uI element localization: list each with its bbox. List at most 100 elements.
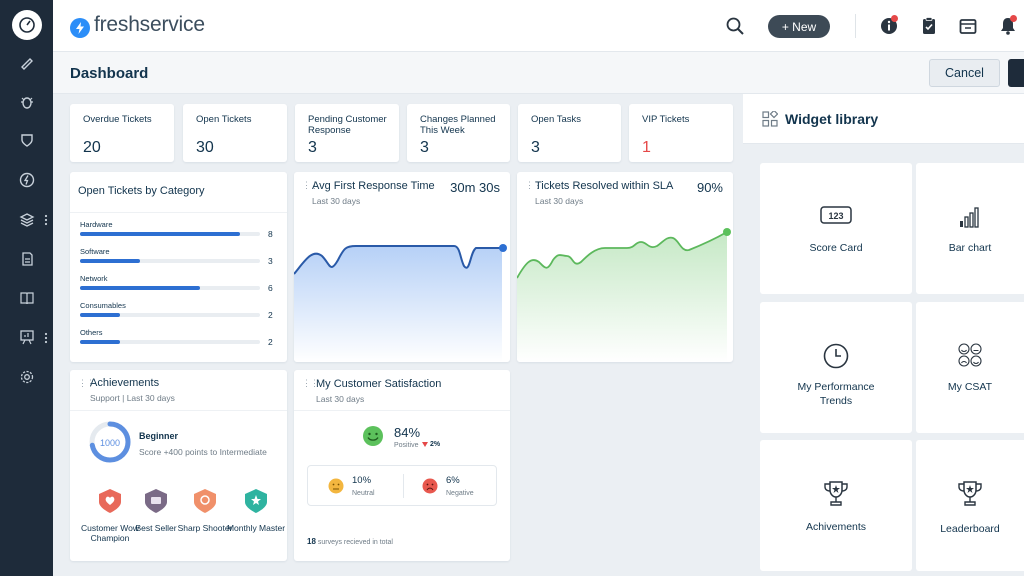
- problems-bug-icon[interactable]: [17, 92, 37, 112]
- stat-card-pending[interactable]: Pending Customer Response 3: [295, 104, 399, 162]
- settings-gear-icon[interactable]: [17, 367, 37, 387]
- csat-breakdown-box: 10% Neutral 6% Negative: [307, 465, 497, 506]
- widget-title: Tickets Resolved within SLA: [535, 180, 674, 192]
- widget-subtitle: Last 30 days: [316, 394, 365, 404]
- category-label: Network: [80, 274, 108, 283]
- tile-leaderboard[interactable]: Leaderboard: [916, 440, 1024, 571]
- stat-label: Open Tasks: [531, 114, 581, 125]
- csat-widget[interactable]: ⋮⋮ My Customer Satisfaction Last 30 days…: [294, 370, 510, 561]
- tile-performance-trends[interactable]: My Performance Trends: [760, 302, 912, 433]
- more-dots-icon[interactable]: [44, 213, 48, 226]
- category-label: Hardware: [80, 220, 113, 229]
- tile-my-csat[interactable]: My CSAT: [916, 302, 1024, 433]
- category-bar-fill: [80, 313, 120, 317]
- changes-shield-icon[interactable]: [17, 130, 37, 150]
- tile-label: Score Card: [809, 242, 863, 254]
- sad-face-icon: [422, 478, 438, 494]
- stat-value: 3: [308, 139, 317, 156]
- tile-label: Leaderboard: [940, 523, 1000, 535]
- stat-label: Open Tickets: [196, 114, 252, 125]
- category-row[interactable]: Software 3: [80, 247, 280, 266]
- badge-best-seller[interactable]: Best Seller: [126, 488, 186, 533]
- category-row[interactable]: Others 2: [80, 328, 280, 347]
- stat-label: VIP Tickets: [642, 114, 690, 125]
- inbox-folder-icon[interactable]: [958, 16, 978, 36]
- down-arrow-icon: [422, 442, 428, 447]
- widget-library-header: Widget library: [743, 94, 1024, 144]
- stat-value: 20: [83, 139, 101, 156]
- stat-card-vip[interactable]: VIP Tickets 1: [629, 104, 733, 162]
- releases-bolt-icon[interactable]: [17, 170, 37, 190]
- tickets-icon[interactable]: [17, 54, 37, 74]
- search-icon[interactable]: [725, 16, 745, 36]
- tile-achievements[interactable]: Achivements: [760, 440, 912, 571]
- category-row[interactable]: Consumables 2: [80, 301, 280, 320]
- drag-handle-icon[interactable]: ⋮⋮: [302, 180, 319, 190]
- notifications-bell-icon[interactable]: [998, 15, 1018, 36]
- tile-label: Achivements: [805, 521, 867, 533]
- happy-face-icon: [363, 426, 383, 446]
- widget-subtitle: Last 30 days: [535, 196, 584, 206]
- trophy-icon: [824, 481, 848, 506]
- category-count: 8: [268, 229, 273, 239]
- badge-label: Best Seller: [135, 523, 177, 533]
- widget-divider: [294, 410, 510, 411]
- widget-title: Avg First Response Time: [312, 180, 435, 192]
- positive-delta: 2%: [422, 441, 440, 448]
- drag-handle-icon[interactable]: ⋮⋮: [302, 378, 319, 388]
- info-icon[interactable]: [879, 15, 899, 36]
- category-bar-track: [80, 286, 260, 290]
- solutions-book-icon[interactable]: [17, 288, 37, 308]
- widget-subtitle: Support | Last 30 days: [90, 393, 175, 403]
- category-bar-track: [80, 232, 260, 236]
- stat-label: Overdue Tickets: [83, 114, 152, 125]
- category-row[interactable]: Hardware 8: [80, 220, 280, 239]
- clock-icon: [823, 343, 849, 369]
- widget-title: Achievements: [90, 377, 160, 389]
- response-value: 30m 30s: [450, 180, 500, 195]
- neutral-value: 10%: [352, 475, 372, 486]
- more-dots-icon-2[interactable]: [44, 331, 48, 344]
- category-widget[interactable]: Open Tickets by Category Hardware 8 Softwa…: [70, 172, 287, 362]
- heart-badge-icon: [99, 489, 121, 513]
- new-button[interactable]: + New: [768, 15, 830, 38]
- stat-card-tasks[interactable]: Open Tasks 3: [518, 104, 621, 162]
- score-card-icon: 123: [820, 206, 852, 224]
- surveys-count: 18: [307, 537, 316, 546]
- stat-card-changes[interactable]: Changes Planned This Week 3: [407, 104, 510, 162]
- badge-customer-wow[interactable]: Customer Wow Champion: [80, 488, 140, 543]
- badge-monthly-master[interactable]: Monthly Master: [226, 488, 286, 533]
- save-button[interactable]: [1008, 59, 1024, 87]
- sla-widget[interactable]: ⋮⋮ Tickets Resolved within SLA Last 30 d…: [517, 172, 733, 362]
- leaderboard-trophy-icon: [958, 481, 982, 506]
- seller-badge-icon: [145, 489, 167, 513]
- badge-label: Customer Wow Champion: [81, 523, 139, 543]
- stat-card-overdue[interactable]: Overdue Tickets 20: [70, 104, 174, 162]
- delta-value: 2%: [430, 441, 441, 448]
- clipboard-check-icon[interactable]: [919, 16, 939, 36]
- achievements-widget[interactable]: ⋮⋮ Achievements Support | Last 30 days 1…: [70, 370, 287, 561]
- widget-title: Open Tickets by Category: [78, 185, 205, 197]
- points-value: 1000: [99, 438, 121, 448]
- home-gauge-icon[interactable]: [12, 10, 42, 40]
- brand-logo[interactable]: freshservice: [70, 12, 205, 38]
- category-row[interactable]: Network 6: [80, 274, 280, 293]
- badge-label: Sharp Shooter: [177, 523, 233, 533]
- widget-title: My Customer Satisfaction: [316, 378, 442, 390]
- badge-sharp-shooter[interactable]: Sharp Shooter: [175, 488, 235, 533]
- drag-handle-icon[interactable]: ⋮⋮: [78, 378, 95, 388]
- widget-divider: [70, 212, 287, 213]
- stat-card-open[interactable]: Open Tickets 30: [183, 104, 287, 162]
- drag-handle-icon[interactable]: ⋮⋮: [525, 180, 542, 190]
- analytics-board-icon[interactable]: [17, 327, 37, 347]
- cancel-button[interactable]: Cancel: [929, 59, 1000, 87]
- tile-score-card[interactable]: 123 Score Card: [760, 163, 912, 294]
- category-count: 2: [268, 310, 273, 320]
- tile-bar-chart[interactable]: Bar chart: [916, 163, 1024, 294]
- assets-layers-icon[interactable]: [17, 210, 37, 230]
- stat-value: 3: [420, 139, 429, 156]
- response-time-widget[interactable]: ⋮⋮ Avg First Response Time Last 30 days …: [294, 172, 510, 362]
- reports-icon[interactable]: [17, 249, 37, 269]
- category-count: 6: [268, 283, 273, 293]
- badge-label: Monthly Master: [226, 523, 286, 533]
